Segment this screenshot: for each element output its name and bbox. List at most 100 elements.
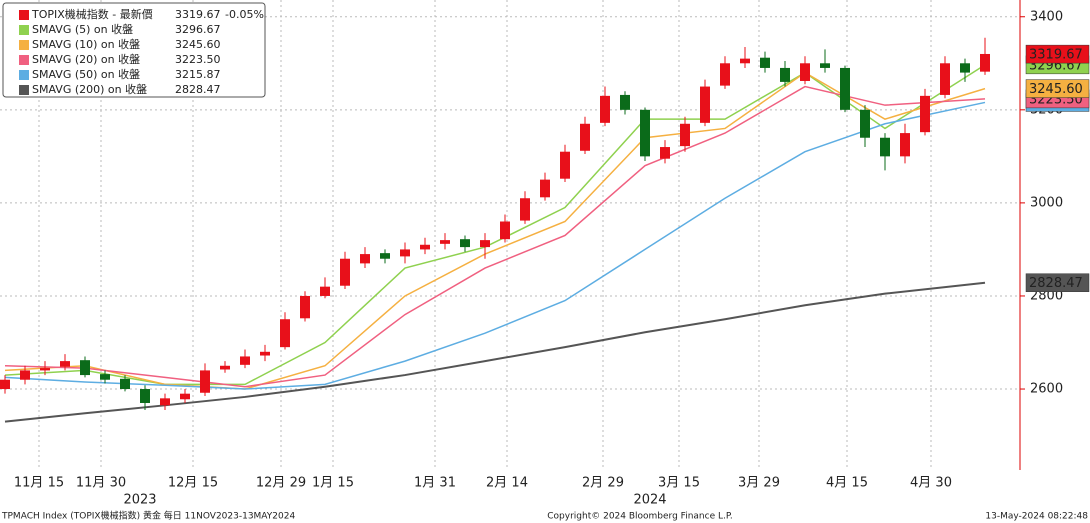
footer-left: TPMACH Index (TOPIX機械指数) 黄金 每日 11NOV2023… xyxy=(1,510,295,522)
x-tick-label: 1月 15 xyxy=(312,476,354,491)
x-tick-label: 3月 15 xyxy=(658,476,700,491)
legend-value: 3245.60 xyxy=(175,38,221,51)
candle-body xyxy=(100,374,110,380)
legend-name: SMAVG (200) on 收盤 xyxy=(32,82,147,96)
candle-body xyxy=(580,123,590,151)
candle-body xyxy=(960,63,970,73)
ma-line xyxy=(4,85,986,388)
candle-body xyxy=(260,351,270,356)
year-label: 2024 xyxy=(633,493,666,508)
candle-body xyxy=(440,240,450,244)
y-tick-label: 3400 xyxy=(1030,9,1063,24)
x-tick-label: 4月 30 xyxy=(910,476,952,491)
legend-name: SMAVG (5) on 收盤 xyxy=(32,22,133,36)
legend-name: TOPIX機械指数 - 最新價 xyxy=(31,7,153,21)
legend-swatch xyxy=(19,25,29,35)
candle-body xyxy=(40,368,50,371)
legend-change: -0.05% xyxy=(225,8,264,21)
x-tick-label: 12月 15 xyxy=(168,476,218,491)
ma-line xyxy=(4,71,986,390)
candle-body xyxy=(220,365,230,370)
x-tick-label: 3月 29 xyxy=(738,476,780,491)
candle-body xyxy=(560,151,570,179)
candle-body xyxy=(80,360,90,376)
candle-body xyxy=(940,63,950,95)
price-tag xyxy=(1025,79,1090,98)
price-tag xyxy=(1025,273,1090,292)
candle-body xyxy=(740,58,750,64)
price-tag-label: 3319.67 xyxy=(1029,48,1083,63)
candle-body xyxy=(780,67,790,82)
candle-body xyxy=(280,319,290,348)
legend-value: 3296.67 xyxy=(175,23,221,36)
candle-body xyxy=(500,221,510,240)
y-tick-label: 3000 xyxy=(1030,195,1063,210)
ma-line xyxy=(4,101,986,390)
candle-body xyxy=(540,179,550,198)
candle-body xyxy=(800,63,810,81)
legend-value: 2828.47 xyxy=(175,83,221,96)
candle-body xyxy=(880,137,890,157)
legend-value: 3215.87 xyxy=(175,68,221,81)
candle-body xyxy=(140,389,150,403)
candle-body xyxy=(120,378,130,390)
candle-body xyxy=(920,95,930,133)
footer-right: 13-May-2024 08:22:48 xyxy=(985,512,1088,522)
x-tick-label: 2月 29 xyxy=(582,476,624,491)
candle-body xyxy=(160,398,170,406)
candle-body xyxy=(360,254,370,264)
x-tick-label: 1月 31 xyxy=(414,476,456,491)
price-tag-label: 3245.60 xyxy=(1029,82,1083,97)
candle-body xyxy=(320,286,330,296)
legend-swatch xyxy=(19,10,29,20)
candle-body xyxy=(300,295,310,319)
candle-body xyxy=(20,370,30,380)
legend-value: 3223.50 xyxy=(175,53,221,66)
candle-body xyxy=(600,95,610,123)
legend-swatch xyxy=(19,40,29,50)
price-tag xyxy=(1025,44,1090,64)
legend-swatch xyxy=(19,55,29,65)
candle-body xyxy=(860,109,870,138)
candle-body xyxy=(380,253,390,259)
candle-body xyxy=(420,244,430,250)
candle-body xyxy=(460,239,470,248)
candle-body xyxy=(0,379,10,390)
candle-body xyxy=(200,370,210,393)
candle-body xyxy=(60,361,70,367)
year-label: 2023 xyxy=(123,493,156,508)
x-tick-label: 4月 15 xyxy=(826,476,868,491)
legend-swatch xyxy=(19,85,29,95)
candle-body xyxy=(240,356,250,365)
legend-value: 3319.67 xyxy=(175,8,221,21)
y-tick-label: 2800 xyxy=(1030,288,1063,303)
y-tick-label: 2600 xyxy=(1030,382,1063,397)
x-tick-label: 11月 15 xyxy=(14,476,64,491)
legend-name: SMAVG (10) on 收盤 xyxy=(32,37,140,51)
legend-swatch xyxy=(19,70,29,80)
candle-body xyxy=(180,393,190,400)
candle-body xyxy=(660,147,670,159)
candle-body xyxy=(720,63,730,86)
candle-body xyxy=(400,249,410,257)
x-tick-label: 2月 14 xyxy=(486,476,528,491)
candle-body xyxy=(700,86,710,123)
ma-line xyxy=(4,64,986,386)
candle-body xyxy=(520,198,530,221)
candle-body xyxy=(640,109,650,157)
candle-body xyxy=(900,133,910,157)
x-tick-label: 11月 30 xyxy=(76,476,126,491)
ma-line xyxy=(4,281,986,423)
candle-body xyxy=(820,63,830,68)
legend-name: SMAVG (20) on 收盤 xyxy=(32,52,140,66)
candle-body xyxy=(680,123,690,147)
footer-center: Copyright© 2024 Bloomberg Finance L.P. xyxy=(547,512,732,522)
candle-body xyxy=(840,67,850,110)
candle-body xyxy=(980,53,990,72)
candle-body xyxy=(620,94,630,110)
x-tick-label: 12月 29 xyxy=(256,476,306,491)
candle-body xyxy=(480,240,490,248)
legend-box xyxy=(2,2,266,98)
candle-body xyxy=(340,258,350,286)
